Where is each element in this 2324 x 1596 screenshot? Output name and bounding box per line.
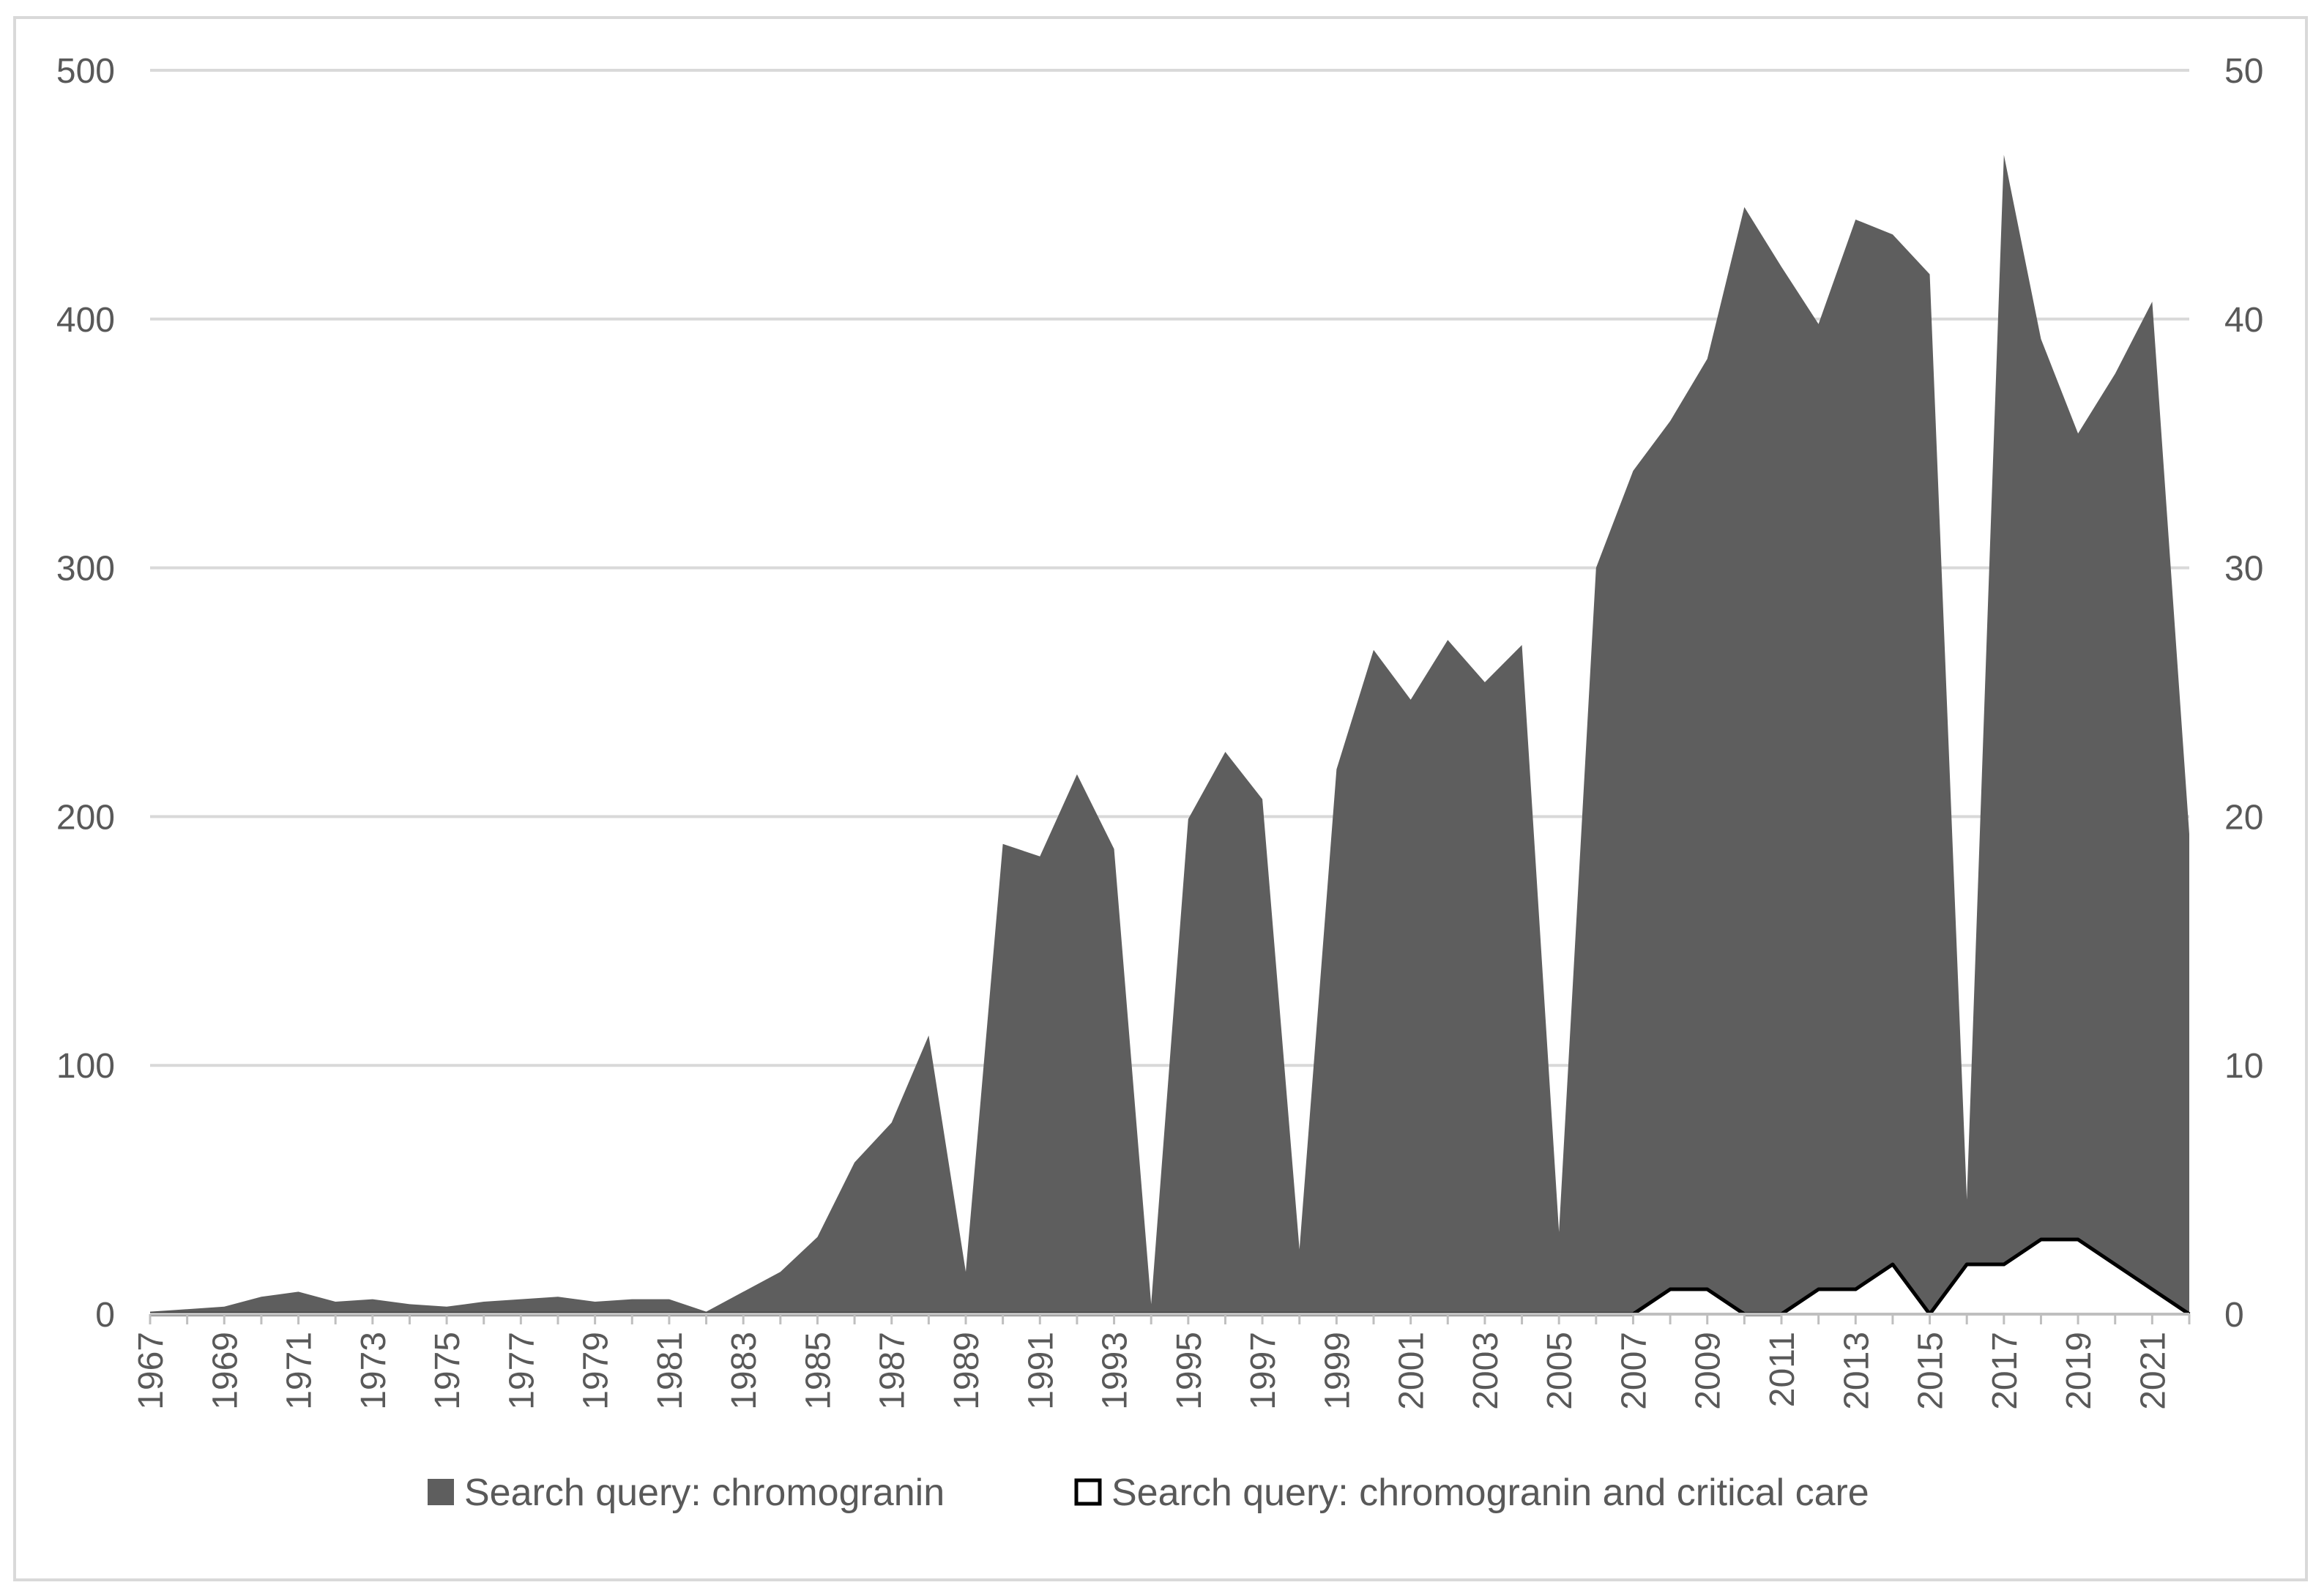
y-left-tick-label: 300 [56,550,115,589]
x-tick-label: 2003 [1467,1332,1505,1410]
x-tick-label: 1983 [725,1332,764,1410]
series-area-critical-care-fill [150,1239,2189,1314]
x-tick-label: 1977 [502,1332,541,1410]
x-tick-label: 2009 [1689,1332,1728,1410]
y-right-tick-label: 20 [2224,798,2263,837]
x-tick-label: 2013 [1837,1332,1876,1410]
x-tick-label: 2001 [1393,1332,1431,1410]
plot-area [150,154,2191,1316]
x-tick-label: 1981 [651,1332,690,1410]
y-right-tick-label: 50 [2224,52,2263,91]
x-tick-label: 1967 [132,1332,171,1410]
x-tick-label: 1973 [354,1332,393,1410]
y-left-tick-label: 500 [56,52,115,91]
y-left-tick-label: 0 [95,1296,115,1335]
x-tick-label: 1995 [1170,1332,1209,1410]
legend: Search query: chromogranin Search query: … [428,1472,1869,1514]
y-right-tick-label: 10 [2224,1047,2263,1086]
y-left-tick-label: 400 [56,301,115,340]
x-tick-label: 1979 [577,1332,616,1410]
x-tick-label: 2021 [2134,1332,2172,1410]
y-right-tick-label: 0 [2224,1296,2244,1335]
x-tick-label: 2015 [1912,1332,1951,1410]
right-axis: 0 10 20 30 40 50 [2224,52,2263,1335]
x-tick-label: 1969 [206,1332,245,1410]
left-axis: 0 100 200 300 400 500 [56,52,115,1335]
x-tick-label: 2011 [1763,1332,1802,1407]
y-right-tick-label: 30 [2224,550,2263,589]
x-tick-label: 1971 [280,1332,319,1410]
y-left-tick-label: 100 [56,1047,115,1086]
x-tick-label: 1993 [1096,1332,1135,1410]
x-tick-label: 1989 [947,1332,986,1410]
x-tick-label: 1999 [1318,1332,1357,1410]
x-axis: 1967 1969 1971 1973 1975 1977 1979 1981 1983 1985… [132,1313,2191,1410]
legend-label-critical-care: Search query: chromogranin and critical … [1111,1472,1869,1514]
x-tick-label: 1997 [1244,1332,1283,1410]
x-tick-label: 1975 [428,1332,467,1410]
x-tick-label: 1987 [874,1332,912,1410]
x-tick-label: 1991 [1021,1332,1060,1410]
x-tick-label: 2007 [1614,1332,1653,1410]
x-tick-label: 2017 [1986,1332,2025,1410]
y-right-tick-label: 40 [2224,301,2263,340]
x-tick-label: 2019 [2060,1332,2098,1410]
legend-label-chromogranin: Search query: chromogranin [464,1472,945,1514]
legend-swatch-chromogranin [428,1479,454,1505]
series-area-chromogranin [150,154,2189,1315]
x-tick-label: 1985 [799,1332,838,1410]
legend-swatch-critical-care [1074,1478,1102,1506]
x-tick-label: 2005 [1541,1332,1579,1410]
y-left-tick-label: 200 [56,798,115,837]
